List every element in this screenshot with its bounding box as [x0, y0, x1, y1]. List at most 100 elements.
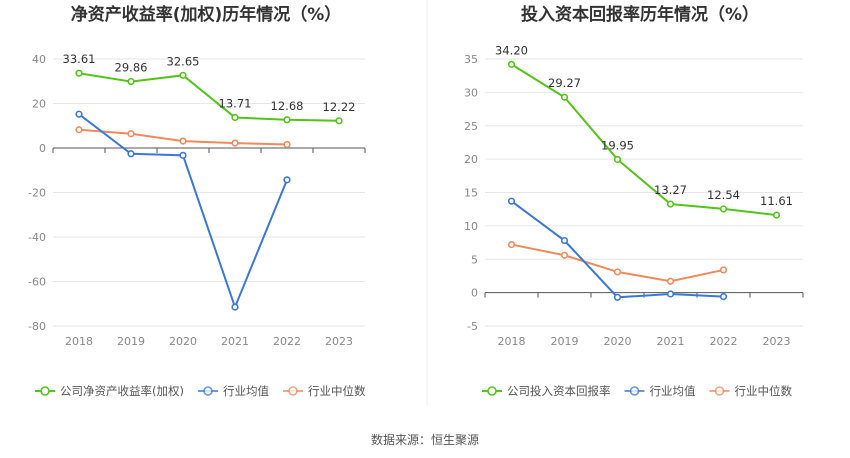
data-label: 12.54 — [707, 188, 740, 202]
x-tick-label: 2023 — [325, 335, 353, 348]
y-tick-label: 20 — [32, 98, 46, 111]
data-point — [560, 251, 569, 259]
data-point — [283, 176, 291, 184]
data-point — [507, 197, 516, 205]
y-tick-label: -40 — [28, 231, 46, 244]
legend-swatch-marker — [629, 386, 640, 396]
data-point — [507, 240, 516, 249]
legend-item[interactable]: 公司投入资本回报率 — [482, 384, 611, 398]
data-point — [719, 205, 728, 213]
data-label: 29.27 — [548, 76, 581, 90]
series-line — [510, 63, 777, 217]
data-point — [613, 268, 622, 276]
data-point — [560, 93, 569, 101]
y-tick-label: 10 — [464, 220, 478, 233]
legend-swatch-marker — [40, 386, 50, 396]
roic-chart-panel: 投入资本回报率历年情况（%） 35 30 25 20 15 10 5 0 -5 2018 2019 2… — [464, 4, 804, 398]
y-tick-label: -60 — [28, 276, 46, 289]
legend-label: 行业均值 — [650, 384, 696, 398]
series-line — [511, 243, 724, 283]
legend-label: 公司投入资本回报率 — [507, 384, 611, 398]
series-line — [78, 72, 340, 122]
chart-title: 投入资本回报率历年情况（%） — [521, 4, 759, 25]
data-point — [666, 290, 675, 298]
data-label: 11.61 — [760, 194, 793, 208]
legend-item[interactable]: 行业均值 — [624, 384, 696, 398]
data-point — [127, 130, 135, 138]
data-point — [613, 155, 622, 164]
x-tick-label: 2022 — [710, 335, 738, 348]
y-tick-label: 5 — [471, 253, 478, 266]
data-point — [231, 113, 239, 122]
data-point — [231, 139, 239, 147]
y-tick-label: 40 — [32, 53, 46, 66]
y-tick-label: -20 — [28, 187, 46, 200]
data-label: 12.22 — [323, 100, 356, 114]
y-tick-label: 25 — [464, 120, 478, 133]
data-point — [75, 126, 83, 134]
y-tick-label: 0 — [471, 287, 478, 300]
x-tick-label: 2022 — [273, 335, 301, 348]
x-tick-label: 2019 — [117, 335, 145, 348]
x-tick-label: 2021 — [221, 335, 249, 348]
legend-label: 行业中位数 — [308, 384, 366, 398]
y-tick-label: 20 — [464, 153, 478, 166]
data-point — [283, 116, 291, 124]
x-tick-label: 2018 — [65, 335, 93, 348]
data-point — [507, 60, 516, 68]
data-point — [179, 137, 187, 145]
y-tick-label: 15 — [464, 187, 478, 200]
data-label: 32.65 — [167, 54, 200, 68]
data-point — [335, 117, 343, 125]
legend-item[interactable]: 公司净资产收益率(加权) — [35, 384, 184, 398]
y-tick-label: 35 — [464, 53, 478, 66]
data-point — [127, 77, 135, 86]
y-tick-label: -5 — [467, 320, 478, 333]
legend-label: 行业中位数 — [735, 384, 793, 398]
chart-title: 净资产收益率(加权)历年情况（%） — [71, 4, 342, 25]
data-label: 13.71 — [219, 96, 252, 110]
legend-swatch-marker — [203, 386, 213, 396]
x-tick-label: 2020 — [604, 335, 632, 348]
y-tick-label: -80 — [28, 320, 46, 333]
series-line — [510, 200, 724, 299]
source-note: 数据来源：恒生聚源 — [371, 432, 479, 447]
data-point — [719, 293, 728, 301]
data-point — [231, 303, 239, 311]
legend-item[interactable]: 行业中位数 — [282, 384, 366, 398]
data-label: 12.68 — [271, 99, 304, 113]
legend-swatch-marker — [487, 386, 497, 396]
data-label: 29.86 — [115, 61, 148, 75]
data-label: 34.20 — [495, 43, 528, 57]
y-tick-label: 0 — [39, 142, 46, 155]
roe-chart-panel: 净资产收益率(加权)历年情况（%） 40 20 0 -20 -40 -60 -80 2018 2… — [28, 4, 366, 398]
data-point — [75, 110, 83, 118]
legend-item[interactable]: 行业均值 — [197, 384, 269, 398]
data-point — [666, 277, 675, 285]
legend-label: 公司净资产收益率(加权) — [60, 384, 184, 398]
data-label: 33.61 — [63, 52, 96, 66]
x-tick-label: 2019 — [551, 335, 579, 348]
data-point — [719, 266, 728, 274]
data-point — [560, 236, 569, 245]
y-tick-label: 30 — [464, 86, 478, 99]
data-point — [127, 150, 135, 158]
legend-swatch-marker — [288, 386, 298, 396]
data-label: 19.95 — [601, 138, 634, 152]
legend-swatch-marker — [714, 386, 725, 396]
legend-item[interactable]: 行业中位数 — [709, 384, 793, 398]
data-point — [283, 140, 291, 149]
x-tick-label: 2020 — [169, 335, 197, 348]
data-point — [75, 69, 83, 77]
data-point — [613, 293, 622, 301]
data-point — [772, 211, 781, 219]
legend-label: 行业均值 — [223, 384, 269, 398]
data-point — [179, 71, 187, 79]
x-tick-label: 2018 — [498, 335, 526, 348]
x-tick-label: 2023 — [763, 335, 791, 348]
data-point — [666, 200, 675, 208]
data-label: 13.27 — [654, 183, 687, 197]
x-tick-label: 2021 — [657, 335, 685, 348]
data-point — [179, 151, 187, 159]
